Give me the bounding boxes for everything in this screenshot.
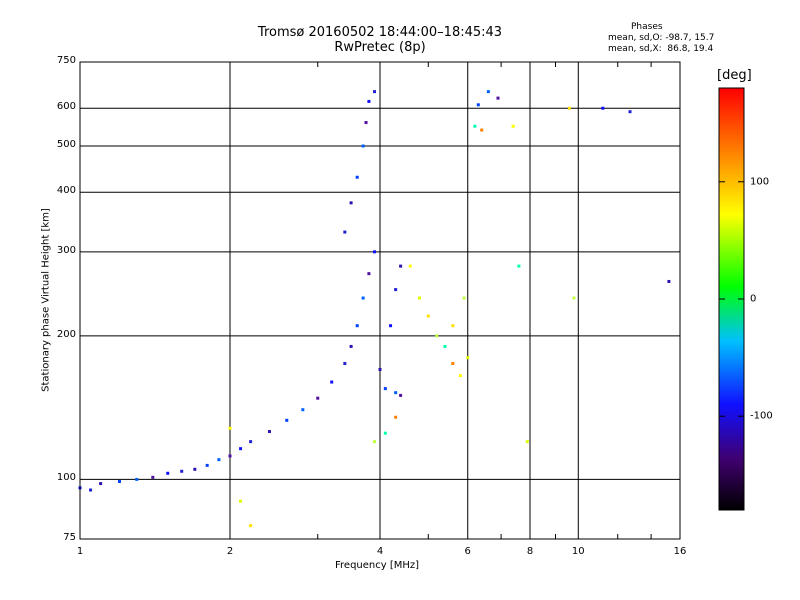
phase-box-title: Phases (631, 22, 663, 32)
x-mode-point (228, 426, 232, 430)
o-mode-point (399, 393, 403, 397)
x-tick-label: 2 (226, 546, 234, 557)
o-mode-point (389, 324, 393, 328)
o-mode-point (394, 391, 398, 395)
x-mode-point (462, 296, 466, 300)
y-tick-label: 400 (56, 185, 76, 197)
colorbar-ticks (719, 181, 744, 417)
o-mode-point (476, 103, 480, 107)
x-mode-point (525, 440, 529, 444)
o-mode-point (394, 288, 398, 292)
x-mode-point (458, 374, 462, 378)
o-mode-point (367, 99, 371, 103)
o-mode-point (628, 110, 632, 114)
y-tick-label: 600 (56, 101, 76, 113)
o-mode-point (399, 264, 403, 268)
o-mode-point (364, 121, 368, 125)
o-mode-point (228, 454, 232, 458)
o-mode-point (486, 90, 490, 94)
x-mode-point (567, 106, 571, 110)
colorbar-tick-label: 100 (750, 176, 770, 188)
x-mode-point (451, 324, 455, 328)
y-tick-label: 500 (56, 138, 76, 150)
o-mode-point (205, 463, 209, 467)
o-mode-point (373, 90, 377, 94)
y-tick-label: 100 (56, 472, 76, 484)
o-mode-point (349, 344, 353, 348)
x-mode-point (435, 334, 439, 338)
x-mode-point (408, 264, 412, 268)
o-mode-point (316, 396, 320, 400)
o-mode-point (217, 458, 221, 462)
x-mode-point (473, 124, 477, 128)
y-tick-label: 300 (56, 244, 76, 256)
o-mode-point (301, 408, 305, 412)
x-mode-point (443, 344, 447, 348)
colorbar-unit-label: [deg] (717, 68, 752, 83)
phase-o-stats: mean, sd,O: -98.7, 15.7 (608, 33, 715, 43)
o-mode-point (667, 279, 671, 283)
x-mode-point (417, 296, 421, 300)
o-mode-point (239, 447, 243, 451)
o-mode-point (361, 296, 365, 300)
o-mode-point (89, 488, 93, 492)
chart-title: Tromsø 20160502 18:44:00–18:45:43 (257, 25, 503, 40)
y-axis-label: Stationary phase Virtual Height [km] (40, 208, 52, 392)
o-mode-point (249, 440, 253, 444)
x-mode-point (383, 431, 387, 435)
o-mode-point (378, 367, 382, 371)
x-axis-label: Frequency [MHz] (335, 560, 420, 571)
x-mode-point (394, 415, 398, 419)
o-mode-point (367, 272, 371, 276)
o-mode-point (355, 324, 359, 328)
o-mode-point (151, 475, 155, 479)
grid-lines (79, 61, 681, 540)
x-mode-point (249, 524, 253, 528)
phase-x-stats: mean, sd,X: 86.8, 19.4 (608, 44, 714, 54)
y-tick-label: 75 (63, 532, 76, 543)
x-mode-point (517, 264, 521, 268)
o-mode-point (180, 469, 184, 473)
o-mode-point (349, 201, 353, 205)
o-mode-point (166, 471, 170, 475)
o-mode-point (343, 230, 347, 234)
data-points (78, 90, 671, 528)
o-mode-point (330, 380, 334, 384)
colorbar-tick-label: 0 (750, 293, 757, 305)
chart-subtitle: RwPretec (8p) (334, 40, 426, 55)
x-tick-label: 6 (464, 546, 471, 557)
o-mode-point (601, 106, 605, 110)
x-mode-point (572, 296, 576, 300)
x-tick-label: 16 (673, 546, 687, 557)
y-tick-label: 200 (56, 328, 76, 340)
x-mode-point (239, 499, 243, 503)
o-mode-point (117, 479, 121, 483)
plot-frame (79, 61, 681, 540)
o-mode-point (99, 482, 103, 486)
o-mode-point (373, 250, 377, 254)
x-tick-label: 4 (376, 546, 384, 557)
x-tick-label: 1 (76, 546, 84, 557)
o-mode-point (343, 361, 347, 365)
o-mode-point (193, 467, 197, 471)
y-tick-label: 750 (56, 55, 76, 66)
x-mode-point (511, 124, 515, 128)
x-tick-label: 10 (571, 546, 585, 557)
o-mode-point (267, 430, 271, 434)
o-mode-point (135, 477, 139, 481)
o-mode-point (361, 144, 365, 148)
colorbar-tick-label: -100 (750, 410, 773, 422)
x-tick-label: 8 (526, 546, 534, 557)
o-mode-point (285, 418, 289, 422)
x-mode-point (466, 356, 470, 360)
o-mode-point (355, 175, 359, 179)
x-mode-point (373, 440, 377, 444)
x-mode-point (480, 128, 484, 132)
x-mode-point (451, 361, 455, 365)
x-mode-point (426, 314, 430, 318)
o-mode-point (383, 387, 387, 391)
o-mode-point (496, 96, 500, 100)
